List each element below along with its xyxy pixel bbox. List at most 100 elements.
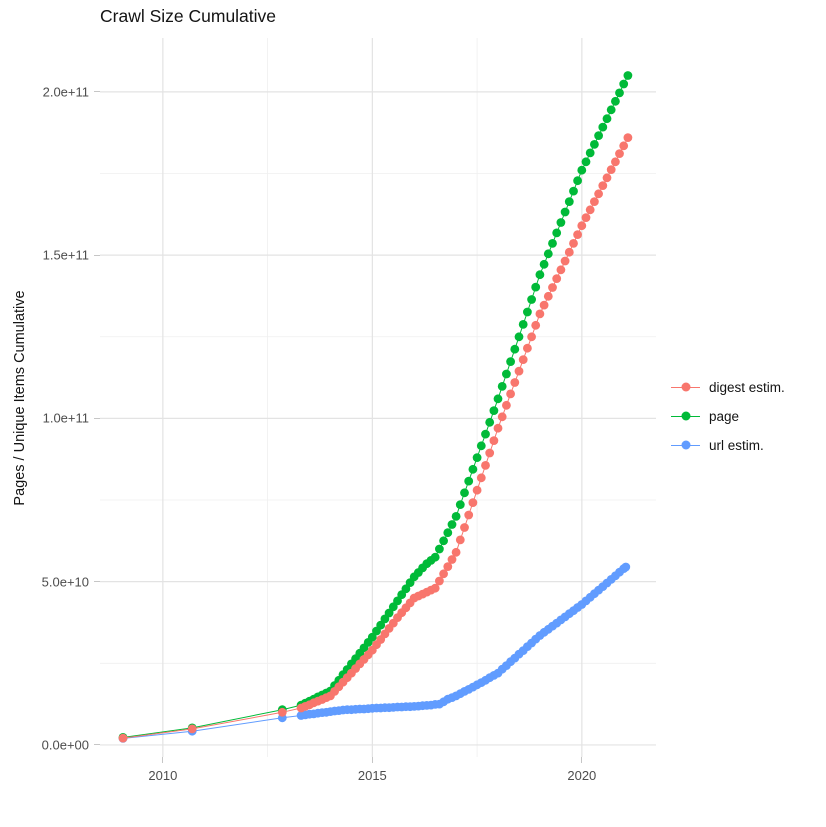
data-point-url [621, 562, 631, 572]
y-tick-label: 5.0e+10 [41, 574, 89, 590]
data-point-digest [527, 332, 536, 342]
data-point-page [590, 140, 599, 149]
y-tick-mark [94, 91, 100, 93]
data-point-page [401, 584, 411, 594]
y-axis: 0.0e+00 5.0e+10 1.0e+11 1.5e+11 2.0e+11 [0, 38, 100, 757]
data-point-digest [573, 230, 582, 240]
legend-key-digest [671, 380, 700, 394]
data-point-digest [460, 523, 469, 532]
data-point-digest [615, 149, 624, 158]
y-tick-mark [94, 744, 100, 746]
data-point-digest [569, 239, 578, 248]
data-point-digest [619, 141, 629, 151]
data-point-page [531, 282, 541, 292]
legend-entry-url: url estim. [671, 435, 785, 455]
data-point-page [447, 520, 457, 529]
legend-entry-page: page [671, 406, 785, 426]
data-point-page [497, 382, 507, 391]
data-point-digest [523, 343, 532, 353]
data-point-page [443, 528, 453, 538]
data-point-digest [514, 366, 524, 376]
data-point-digest [476, 473, 486, 483]
data-point-page [481, 429, 490, 439]
data-point-page [615, 88, 624, 98]
data-point-digest [489, 436, 499, 445]
data-point-page [384, 608, 394, 618]
point-swatch-icon [681, 411, 690, 421]
point-swatch-icon [681, 382, 690, 392]
data-point-page [569, 186, 578, 196]
y-tick-label: 1.0e+11 [42, 410, 89, 426]
data-point-page [523, 307, 532, 317]
plot-svg [100, 38, 656, 757]
data-point-page [552, 228, 562, 238]
x-tick-label: 2020 [567, 768, 597, 783]
data-point-page [573, 176, 582, 186]
y-tick-label: 2.0e+11 [42, 84, 89, 100]
data-point-page [367, 632, 377, 642]
data-point-page [464, 476, 474, 486]
x-tick-mark [162, 757, 164, 763]
data-point-page [598, 122, 608, 132]
x-tick-label: 2015 [357, 768, 387, 783]
x-tick-mark [371, 757, 373, 763]
data-point-page [539, 259, 549, 269]
data-point-page [376, 620, 386, 630]
data-point-page [602, 114, 612, 124]
x-axis: 2010 2015 2020 [100, 757, 656, 797]
data-point-digest [506, 389, 515, 399]
y-tick-label: 1.5e+11 [42, 247, 89, 263]
legend-entry-digest: digest estim. [671, 377, 785, 397]
data-point-digest [510, 378, 520, 387]
data-point-page [548, 239, 557, 248]
data-point-page [594, 131, 603, 140]
y-tick-mark [94, 581, 100, 583]
data-point-page [435, 544, 444, 554]
legend: digest estim. page url estim. [671, 377, 785, 455]
data-point-page [623, 71, 633, 80]
data-point-page [502, 369, 511, 379]
data-point-digest [435, 576, 444, 586]
data-point-digest [581, 213, 591, 223]
data-point-digest [560, 256, 570, 266]
data-point-digest [464, 510, 474, 520]
data-point-digest [493, 423, 503, 433]
data-point-digest [585, 205, 595, 215]
data-point-digest [598, 181, 608, 191]
data-point-digest [118, 733, 128, 743]
data-point-digest [556, 265, 566, 275]
data-point-digest [577, 221, 587, 231]
data-point-page [451, 512, 461, 521]
chart-title: Crawl Size Cumulative [100, 6, 277, 26]
data-point-page [514, 332, 524, 342]
data-point-page [611, 96, 620, 106]
data-point-digest [564, 247, 574, 257]
y-tick-mark [94, 417, 100, 419]
x-tick-label: 2010 [148, 768, 178, 783]
data-point-digest [497, 412, 507, 422]
data-point-page [493, 394, 503, 404]
legend-key-url [671, 438, 700, 452]
data-point-page [577, 165, 587, 175]
point-swatch-icon [681, 440, 690, 450]
data-point-digest [187, 724, 197, 734]
data-point-digest [552, 274, 562, 283]
data-point-digest [502, 400, 511, 410]
data-point-page [455, 500, 465, 509]
data-point-page [606, 105, 616, 115]
data-point-digest [623, 133, 633, 142]
data-point-digest [430, 583, 440, 593]
data-point-digest [443, 562, 453, 571]
data-point-page [581, 157, 591, 167]
data-point-page [556, 218, 566, 227]
data-point-page [560, 207, 570, 217]
data-point-page [489, 406, 499, 415]
data-point-page [439, 536, 448, 546]
data-point-digest [439, 569, 448, 579]
data-point-page [510, 344, 520, 354]
data-point-page [506, 357, 515, 366]
data-point-digest [539, 300, 549, 310]
data-point-page [518, 320, 528, 329]
data-point-page [393, 596, 402, 606]
